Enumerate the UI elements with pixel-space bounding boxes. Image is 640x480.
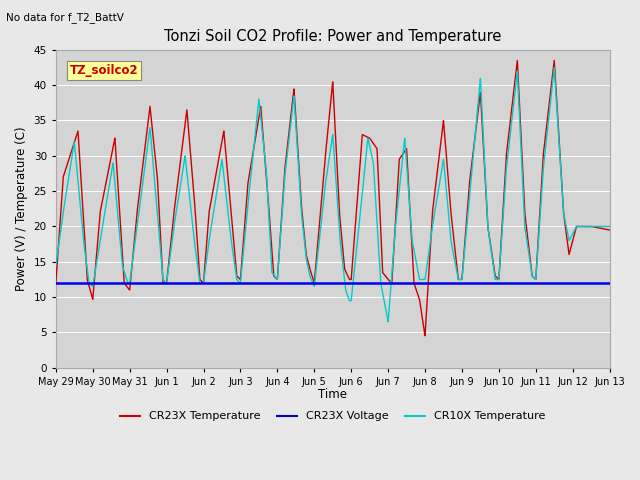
X-axis label: Time: Time (318, 388, 348, 401)
Y-axis label: Power (V) / Temperature (C): Power (V) / Temperature (C) (15, 126, 28, 291)
Legend: CR23X Temperature, CR23X Voltage, CR10X Temperature: CR23X Temperature, CR23X Voltage, CR10X … (116, 407, 550, 426)
Title: Tonzi Soil CO2 Profile: Power and Temperature: Tonzi Soil CO2 Profile: Power and Temper… (164, 29, 501, 44)
Text: TZ_soilco2: TZ_soilco2 (70, 63, 138, 77)
Text: No data for f_T2_BattV: No data for f_T2_BattV (6, 12, 124, 23)
